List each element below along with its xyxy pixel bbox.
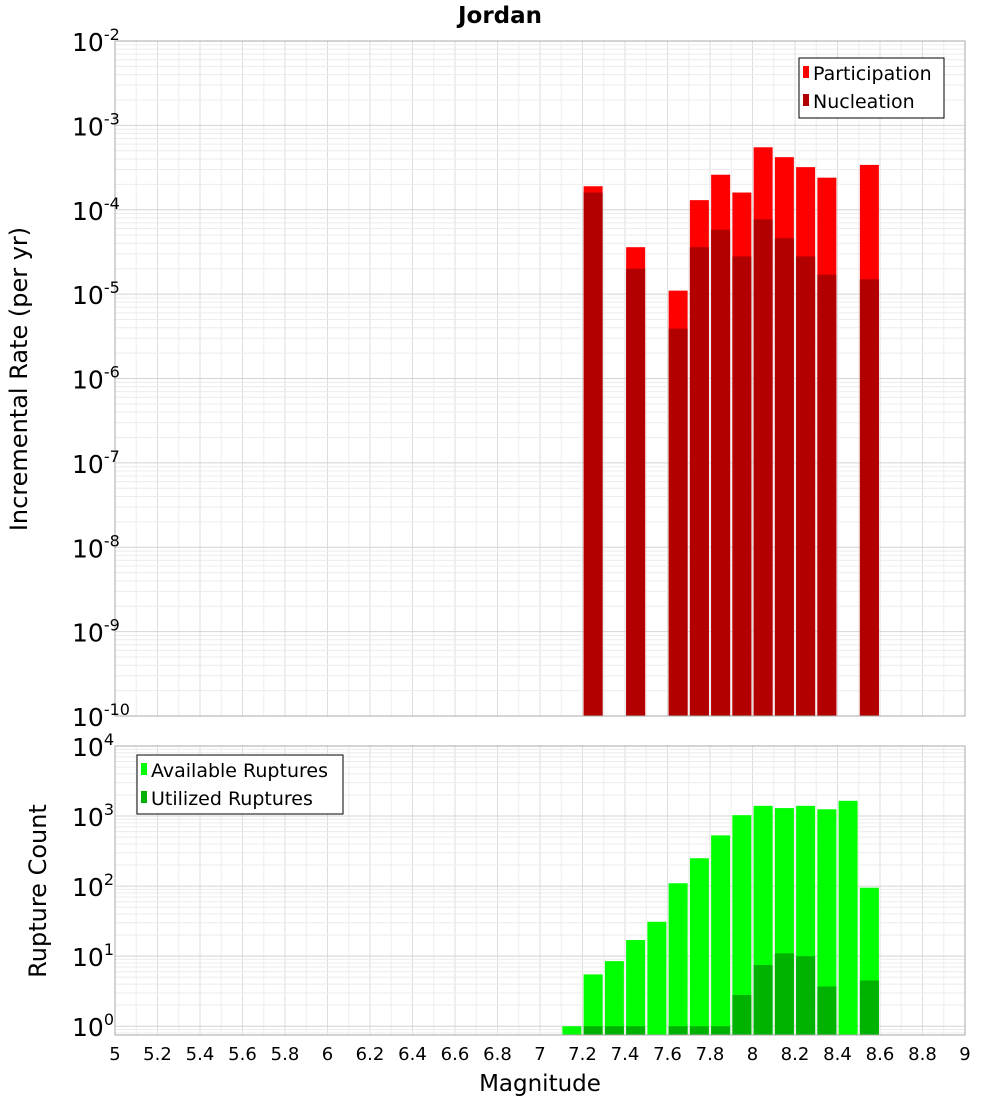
count-bar-utilized-ruptures <box>711 1026 731 1035</box>
count-bar-available-ruptures <box>838 800 858 1035</box>
legend-label-participation: Participation <box>813 63 932 85</box>
count-bar-utilized-ruptures <box>732 994 752 1035</box>
count-bar-utilized-ruptures <box>753 964 773 1035</box>
rate-legend-box <box>798 57 945 119</box>
rate-y-axis-label: Incremental Rate (per yr) <box>5 227 33 531</box>
legend-swatch-utilized <box>141 791 147 803</box>
rate-bar-nucleation <box>583 192 603 717</box>
count-bar-available-ruptures <box>562 1026 582 1035</box>
count-y-tick-label: 102 <box>72 870 114 902</box>
rate-y-tick-label: 10-9 <box>72 616 120 648</box>
count-bar-utilized-ruptures <box>604 1026 624 1035</box>
rate-bar-nucleation <box>817 274 837 716</box>
rate-gridlines <box>114 40 966 717</box>
x-tick-label: 5.2 <box>143 1044 172 1065</box>
x-tick-label: 5.4 <box>186 1044 215 1065</box>
count-bar-utilized-ruptures <box>796 956 816 1035</box>
count-bar-available-ruptures <box>732 815 752 1035</box>
chart-title: Jordan <box>456 3 542 29</box>
legend-label-available: Available Ruptures <box>151 760 328 782</box>
x-tick-label: 7.4 <box>611 1044 640 1065</box>
count-bar-utilized-ruptures <box>668 1026 688 1035</box>
rate-bar-nucleation <box>668 328 688 716</box>
count-bar-utilized-ruptures <box>817 986 837 1035</box>
count-y-tick-label: 101 <box>72 940 114 972</box>
legend-label-utilized: Utilized Ruptures <box>151 788 313 810</box>
count-bar-utilized-ruptures <box>859 980 879 1035</box>
count-y-tick-label: 104 <box>72 730 114 762</box>
x-tick-label: 7.2 <box>568 1044 597 1065</box>
count-bar-utilized-ruptures <box>774 953 794 1035</box>
rate-bar-nucleation <box>774 238 794 716</box>
x-tick-label: 8.6 <box>866 1044 895 1065</box>
count-bar-available-ruptures <box>604 961 624 1035</box>
legend-label-nucleation: Nucleation <box>813 91 915 113</box>
x-tick-label: 8 <box>747 1044 758 1065</box>
legend-swatch-available <box>141 763 147 775</box>
count-bar-available-ruptures <box>647 921 667 1035</box>
rate-legend: Participation Nucleation <box>798 57 945 119</box>
count-bar-available-ruptures <box>689 858 709 1035</box>
count-legend: Available Ruptures Utilized Ruptures <box>136 754 344 815</box>
x-tick-label: 5.6 <box>228 1044 257 1065</box>
x-tick-label: 7.8 <box>696 1044 725 1065</box>
count-y-tick-label: 100 <box>72 1010 114 1042</box>
rate-plot-frame <box>114 40 966 717</box>
legend-swatch-participation <box>803 66 809 78</box>
rate-y-tick-label: 10-10 <box>72 700 130 732</box>
count-y-tick-labels: 100 101 102 103 104 <box>72 730 114 1042</box>
rate-y-tick-label: 10-3 <box>72 109 120 141</box>
rate-y-tick-label: 10-5 <box>72 278 120 310</box>
x-tick-label: 6.4 <box>398 1044 427 1065</box>
x-axis-label: Magnitude <box>479 1071 601 1097</box>
rate-y-tick-label: 10-8 <box>72 531 120 563</box>
legend-swatch-nucleation <box>803 94 809 106</box>
rate-y-tick-label: 10-7 <box>72 447 120 479</box>
rate-bar-nucleation <box>753 219 773 717</box>
rate-bar-nucleation <box>732 256 752 716</box>
count-bar-utilized-ruptures <box>583 1026 603 1035</box>
x-tick-label: 8.4 <box>823 1044 852 1065</box>
count-bar-available-ruptures <box>583 974 603 1035</box>
count-bar-available-ruptures <box>711 835 731 1035</box>
x-tick-label: 6.8 <box>483 1044 512 1065</box>
rate-bar-nucleation <box>859 279 879 716</box>
x-tick-labels: 5 5.2 5.4 5.6 5.8 6 6.2 6.4 6.6 6.8 7 7.2 7.4 7.6 7.8 8… <box>109 1044 970 1065</box>
count-bar-utilized-ruptures <box>626 1026 646 1035</box>
count-bar-available-ruptures <box>626 940 646 1035</box>
x-tick-label: 8.2 <box>781 1044 810 1065</box>
rate-panel: 10-10 10-9 10-8 10-7 10-6 10-5 10-4 10-3 10-2 In… <box>5 25 966 732</box>
x-tick-label: 6.6 <box>441 1044 470 1065</box>
x-tick-label: 5.8 <box>271 1044 300 1065</box>
rate-bar-nucleation <box>711 229 731 717</box>
rate-bar-nucleation <box>626 268 646 716</box>
rate-y-tick-labels: 10-10 10-9 10-8 10-7 10-6 10-5 10-4 10-3 10-2 <box>72 25 130 732</box>
count-panel: 100 101 102 103 104 5 5.2 5.4 5.6 5.8 6 6.2 6.4 6.6 6… <box>24 730 971 1097</box>
count-bars <box>562 800 879 1035</box>
x-tick-label: 5 <box>109 1044 120 1065</box>
count-y-axis-label: Rupture Count <box>24 804 52 978</box>
x-tick-label: 9 <box>959 1044 970 1065</box>
count-y-tick-label: 103 <box>72 800 114 832</box>
rate-y-tick-label: 10-2 <box>72 25 120 57</box>
count-plot-frame <box>114 745 966 1036</box>
x-tick-label: 6.2 <box>356 1044 385 1065</box>
x-tick-label: 8.8 <box>908 1044 937 1065</box>
rate-y-tick-label: 10-4 <box>72 194 120 226</box>
x-tick-label: 7 <box>534 1044 545 1065</box>
x-tick-label: 7.6 <box>653 1044 682 1065</box>
count-bar-available-ruptures <box>817 809 837 1035</box>
rate-y-tick-label: 10-6 <box>72 363 120 395</box>
x-tick-label: 6 <box>322 1044 333 1065</box>
rate-bar-nucleation <box>689 247 709 716</box>
count-bar-utilized-ruptures <box>689 1026 709 1035</box>
count-legend-box <box>136 754 344 815</box>
rate-bars <box>583 147 879 717</box>
count-bar-available-ruptures <box>668 883 688 1035</box>
rate-bar-nucleation <box>796 256 816 716</box>
